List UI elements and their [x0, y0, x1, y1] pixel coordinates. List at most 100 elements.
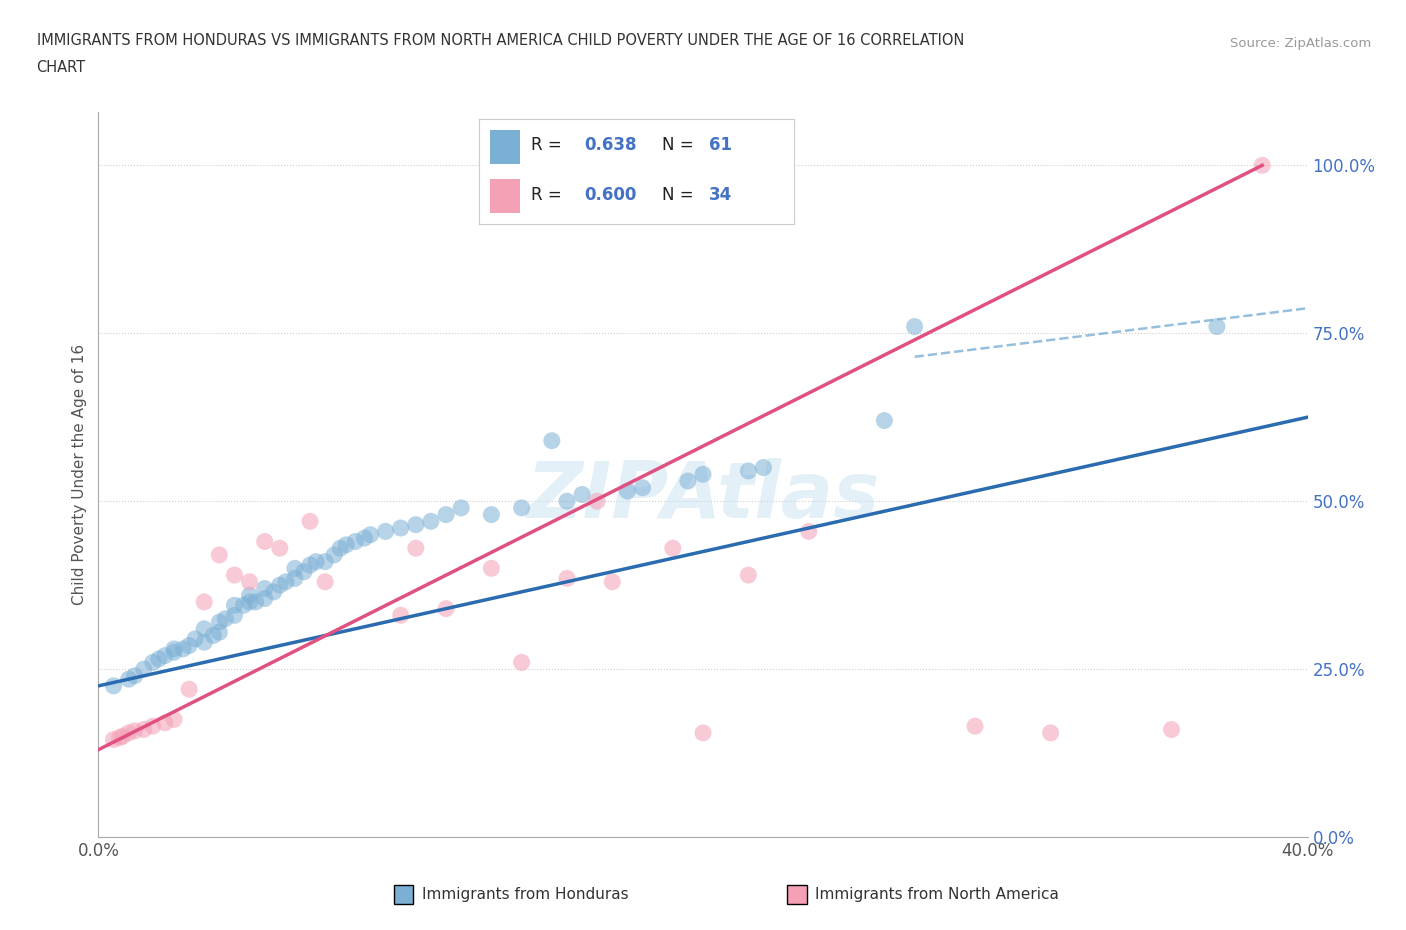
Point — [662, 540, 685, 555]
Point — [329, 540, 352, 555]
Point — [510, 655, 533, 670]
Point — [263, 584, 285, 599]
Point — [692, 467, 714, 482]
Point — [481, 507, 503, 522]
Point — [224, 567, 246, 582]
Point — [163, 642, 186, 657]
Point — [239, 594, 262, 609]
Point — [142, 719, 165, 734]
Point — [214, 611, 236, 626]
Point — [305, 554, 328, 569]
Point — [124, 669, 146, 684]
Text: IMMIGRANTS FROM HONDURAS VS IMMIGRANTS FROM NORTH AMERICA CHILD POVERTY UNDER TH: IMMIGRANTS FROM HONDURAS VS IMMIGRANTS F… — [37, 33, 965, 47]
Point — [360, 527, 382, 542]
Point — [344, 534, 367, 549]
Point — [118, 725, 141, 740]
Point — [540, 433, 562, 448]
Point — [269, 578, 291, 592]
Point — [103, 679, 125, 694]
Point — [179, 682, 201, 697]
Point — [602, 575, 624, 590]
Point — [232, 598, 254, 613]
Point — [184, 631, 207, 646]
Point — [193, 621, 215, 636]
Point — [245, 594, 267, 609]
Point — [253, 534, 276, 549]
Point — [797, 524, 820, 538]
Point — [142, 655, 165, 670]
Point — [1039, 725, 1062, 740]
Point — [193, 635, 215, 650]
Point — [148, 652, 170, 667]
Text: CHART: CHART — [37, 60, 86, 75]
Point — [179, 638, 201, 653]
Point — [224, 608, 246, 623]
Point — [737, 567, 759, 582]
Point — [555, 571, 578, 586]
Point — [1251, 158, 1274, 173]
Point — [555, 494, 578, 509]
Point — [132, 661, 155, 676]
Point — [389, 521, 412, 536]
Point — [239, 588, 262, 603]
Point — [405, 517, 427, 532]
Point — [118, 671, 141, 686]
Point — [284, 571, 307, 586]
Point — [965, 719, 987, 734]
Point — [676, 473, 699, 488]
Point — [132, 722, 155, 737]
Point — [752, 460, 775, 475]
Point — [208, 615, 231, 630]
Point — [253, 591, 276, 606]
Point — [353, 531, 375, 546]
Point — [616, 484, 638, 498]
Point — [124, 724, 146, 738]
Point — [239, 575, 262, 590]
Point — [873, 413, 896, 428]
Point — [450, 500, 472, 515]
Point — [323, 548, 346, 563]
Point — [208, 548, 231, 563]
Point — [1160, 722, 1182, 737]
Point — [284, 561, 307, 576]
Point — [299, 514, 322, 529]
Point — [269, 540, 291, 555]
Point — [153, 715, 176, 730]
Point — [224, 598, 246, 613]
Point — [631, 480, 654, 495]
Point — [420, 514, 443, 529]
Point — [314, 554, 336, 569]
Point — [434, 507, 457, 522]
Point — [172, 642, 194, 657]
Point — [434, 601, 457, 616]
Point — [904, 319, 927, 334]
Point — [299, 558, 322, 573]
Point — [163, 644, 186, 659]
Point — [1206, 319, 1229, 334]
Point — [405, 540, 427, 555]
Point — [111, 729, 134, 744]
Point — [314, 575, 336, 590]
Point — [193, 594, 215, 609]
Point — [481, 561, 503, 576]
Point — [103, 732, 125, 747]
Point — [253, 581, 276, 596]
Point — [374, 524, 396, 538]
Text: ZIPAtlas: ZIPAtlas — [526, 458, 880, 534]
Point — [692, 725, 714, 740]
Text: Source: ZipAtlas.com: Source: ZipAtlas.com — [1230, 37, 1371, 50]
Point — [108, 730, 131, 745]
Point — [389, 608, 412, 623]
Point — [586, 494, 609, 509]
Point — [335, 538, 357, 552]
Point — [571, 487, 593, 502]
Point — [510, 500, 533, 515]
Point — [292, 565, 315, 579]
Y-axis label: Child Poverty Under the Age of 16: Child Poverty Under the Age of 16 — [72, 344, 87, 604]
Point — [737, 463, 759, 478]
Text: Immigrants from Honduras: Immigrants from Honduras — [422, 887, 628, 902]
Point — [208, 625, 231, 640]
Point — [153, 648, 176, 663]
Point — [163, 712, 186, 727]
Point — [202, 628, 225, 643]
